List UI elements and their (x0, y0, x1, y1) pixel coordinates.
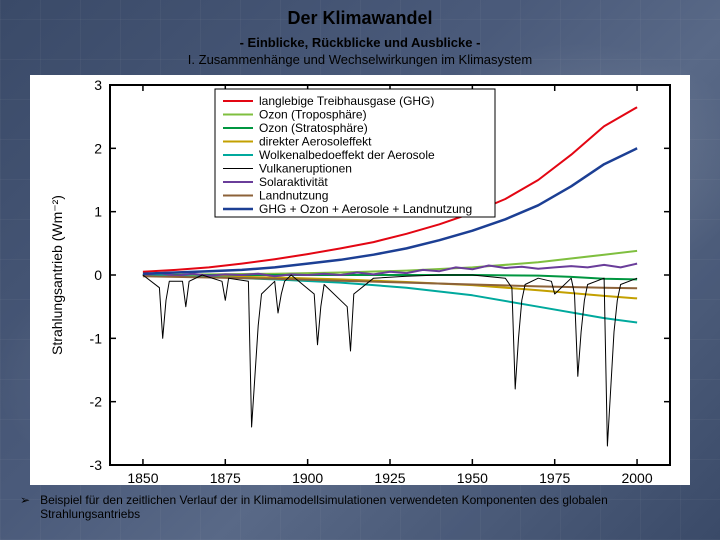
caption-text: Beispiel für den zeitlichen Verlauf der … (40, 493, 700, 521)
svg-text:0: 0 (94, 267, 102, 283)
bullet-icon: ➢ (20, 493, 30, 507)
svg-text:-1: -1 (90, 330, 103, 346)
svg-text:Wolkenalbedoeffekt der Aerosol: Wolkenalbedoeffekt der Aerosole (259, 148, 435, 162)
svg-text:2: 2 (94, 140, 102, 156)
page-subtitle-2: I. Zusammenhänge und Wechselwirkungen im… (0, 52, 720, 67)
page-subtitle-1: - Einblicke, Rückblicke und Ausblicke - (0, 35, 720, 50)
svg-text:Ozon (Troposphäre): Ozon (Troposphäre) (259, 108, 367, 122)
svg-text:Landnutzung: Landnutzung (259, 189, 328, 203)
svg-text:Solaraktivität: Solaraktivität (259, 175, 328, 189)
forcing-chart: 1850 1875 1900 1925 1950 1975 2000 -3 -2 -1 0 1 2 3 St… (30, 75, 690, 485)
svg-text:1950: 1950 (457, 470, 488, 485)
svg-text:3: 3 (94, 77, 102, 93)
svg-text:-2: -2 (90, 394, 103, 410)
svg-text:1: 1 (94, 204, 102, 220)
svg-text:direkter Aerosoleffekt: direkter Aerosoleffekt (259, 135, 372, 149)
chart-svg: 1850 1875 1900 1925 1950 1975 2000 -3 -2 -1 0 1 2 3 St… (30, 75, 690, 485)
svg-text:2000: 2000 (621, 470, 652, 485)
svg-text:1975: 1975 (539, 470, 570, 485)
svg-text:langlebige Treibhausgase (GHG): langlebige Treibhausgase (GHG) (259, 94, 434, 108)
series-volcanic (143, 275, 637, 446)
svg-text:Ozon (Stratosphäre): Ozon (Stratosphäre) (259, 121, 368, 135)
svg-text:Strahlungsantrieb (Wm⁻²): Strahlungsantrieb (Wm⁻²) (49, 195, 65, 355)
caption-row: ➢ Beispiel für den zeitlichen Verlauf de… (20, 493, 700, 521)
svg-text:-3: -3 (90, 457, 103, 473)
svg-text:1850: 1850 (127, 470, 158, 485)
svg-text:1875: 1875 (210, 470, 241, 485)
page-title: Der Klimawandel (0, 8, 720, 29)
svg-text:GHG + Ozon + Aerosole + Landnu: GHG + Ozon + Aerosole + Landnutzung (259, 202, 472, 216)
header-block: Der Klimawandel - Einblicke, Rückblicke … (0, 0, 720, 67)
svg-text:1900: 1900 (292, 470, 323, 485)
svg-text:1925: 1925 (374, 470, 405, 485)
svg-text:Vulkaneruptionen: Vulkaneruptionen (259, 162, 352, 176)
